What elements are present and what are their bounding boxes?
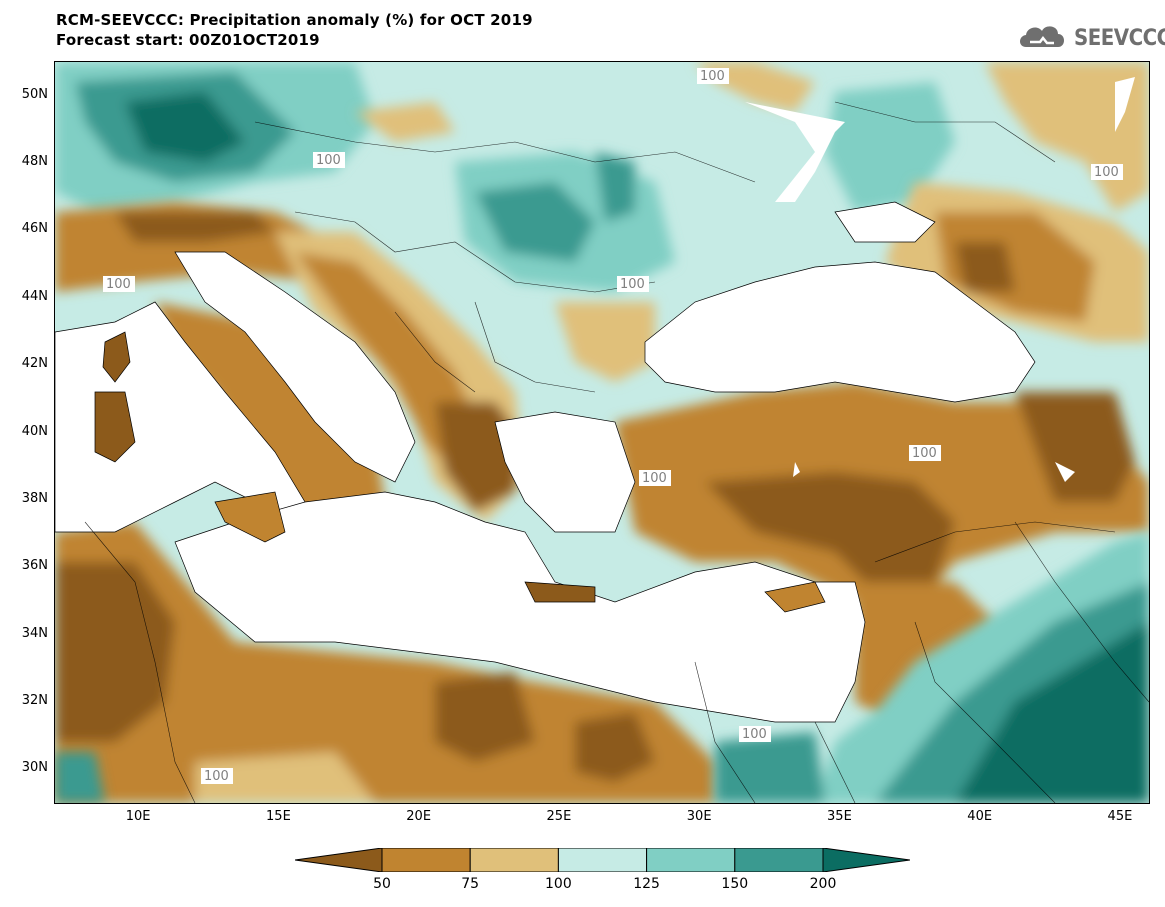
logo-text: SEEVCCC (1074, 25, 1165, 51)
anomaly-zone-danube (555, 302, 655, 382)
colorbar-segment-high (822, 848, 910, 872)
longitude-label: 15E (266, 809, 291, 824)
anomaly-zone-caucasus-core (935, 212, 1095, 322)
contour-labels: 100 100 100 100 100 100 100 100 100 (103, 68, 1123, 784)
contour-label: 100 (912, 446, 937, 461)
colorbar-segment (381, 848, 471, 872)
country-borders (84, 101, 1149, 803)
latitude-label: 50N (21, 86, 48, 102)
forecast-start: Forecast start: 00Z01OCT2019 (56, 31, 320, 49)
longitude-label: 20E (406, 809, 432, 824)
azov-sea (834, 201, 936, 243)
cyprus (764, 581, 826, 613)
colorbar-segment-low (295, 848, 383, 872)
anomaly-zone-turkey-max (705, 472, 955, 602)
colorbar-label: 150 (721, 876, 749, 892)
anomaly-zone-turkey-east (1015, 392, 1135, 502)
sardinia (94, 391, 136, 463)
map-panel: 100 100 100 100 100 100 100 100 100 (54, 61, 1150, 804)
dnieper-river (745, 102, 845, 202)
latitude-label: 40N (21, 423, 48, 439)
ionian-sea (174, 491, 866, 723)
anomaly-zone-algeria-corner (55, 752, 105, 803)
longitude-label: 30E (686, 809, 712, 824)
colorbar-segment (557, 848, 648, 872)
map-title: RCM-SEEVCCC: Precipitation anomaly (%) f… (56, 11, 533, 29)
no-data-spot-2 (793, 462, 800, 477)
latitude-label: 48N (21, 154, 48, 170)
contour-label: 100 (316, 153, 341, 168)
latitude-label: 38N (21, 490, 48, 506)
latitude-label: 36N (21, 558, 48, 574)
colorbar-label: 125 (633, 876, 660, 892)
anomaly-zone-romania (595, 152, 635, 222)
seas (55, 201, 1036, 723)
longitude-label: 10E (125, 809, 151, 824)
longitude-label: 45E (1107, 809, 1133, 824)
anomaly-zone-italy (155, 302, 385, 542)
aegean-sea (494, 411, 636, 533)
latitude-label: 42N (21, 356, 48, 372)
contour-label: 100 (742, 727, 767, 742)
crete (524, 581, 596, 603)
tyrrhenian-adriatic (174, 251, 416, 483)
longitude-label: 40E (967, 809, 993, 824)
latitude-label: 34N (21, 625, 48, 641)
sicily (214, 491, 286, 543)
colorbar-label: 200 (809, 876, 837, 892)
anomaly-zone-libya-gulf (435, 672, 535, 762)
anomaly-zone-libya-max (55, 562, 175, 742)
cloud-logo-icon (1016, 21, 1068, 55)
contour-label: 100 (620, 277, 645, 292)
colorbar-label: 75 (461, 876, 480, 892)
contour-label: 100 (700, 69, 725, 84)
latitude-label: 46N (21, 221, 48, 237)
latitude-label: 32N (21, 692, 48, 708)
anomaly-zone-central-europe-max (125, 92, 245, 162)
anomaly-zone-egypt-west (575, 712, 655, 782)
anomaly-zone-balkans-core (295, 252, 485, 482)
colorbar-label: 50 (373, 876, 391, 892)
longitude-label: 35E (827, 809, 852, 824)
no-data-spot (1055, 462, 1075, 482)
black-sea (644, 261, 1036, 403)
contour-label: 100 (642, 471, 667, 486)
precipitation-map: 100 100 100 100 100 100 100 100 100 (55, 62, 1149, 803)
volga-segment (1115, 77, 1135, 132)
anomaly-zone-hungary (475, 182, 595, 262)
latitude-label: 30N (21, 760, 48, 776)
longitude-label: 25E (546, 809, 572, 824)
contour-label: 100 (1094, 165, 1119, 180)
colorbar-segment (469, 848, 559, 872)
anomaly-zone-poland (355, 102, 455, 142)
anomaly-zone-libya-south (195, 752, 375, 803)
latitude-label: 44N (21, 288, 48, 304)
colorbar-segment (734, 848, 824, 872)
anomaly-zone-north-africa (55, 522, 715, 803)
anomaly-zone-nile (715, 732, 825, 803)
seevccc-logo: SEEVCCC (1016, 20, 1165, 56)
contour-label: 100 (204, 769, 229, 784)
colorbar-segment (646, 848, 736, 872)
colorbar (295, 848, 910, 872)
anomaly-zone-ukraine (825, 82, 955, 212)
colorbar-label: 100 (545, 876, 572, 892)
anomaly-zone-caucasus-max (955, 242, 1015, 292)
anomaly-zone-arabia (955, 622, 1149, 803)
anomaly-zone-alps-max (115, 212, 275, 242)
title-block: RCM-SEEVCCC: Precipitation anomaly (%) f… (56, 10, 533, 50)
contour-label: 100 (106, 277, 131, 292)
corsica (102, 331, 131, 383)
